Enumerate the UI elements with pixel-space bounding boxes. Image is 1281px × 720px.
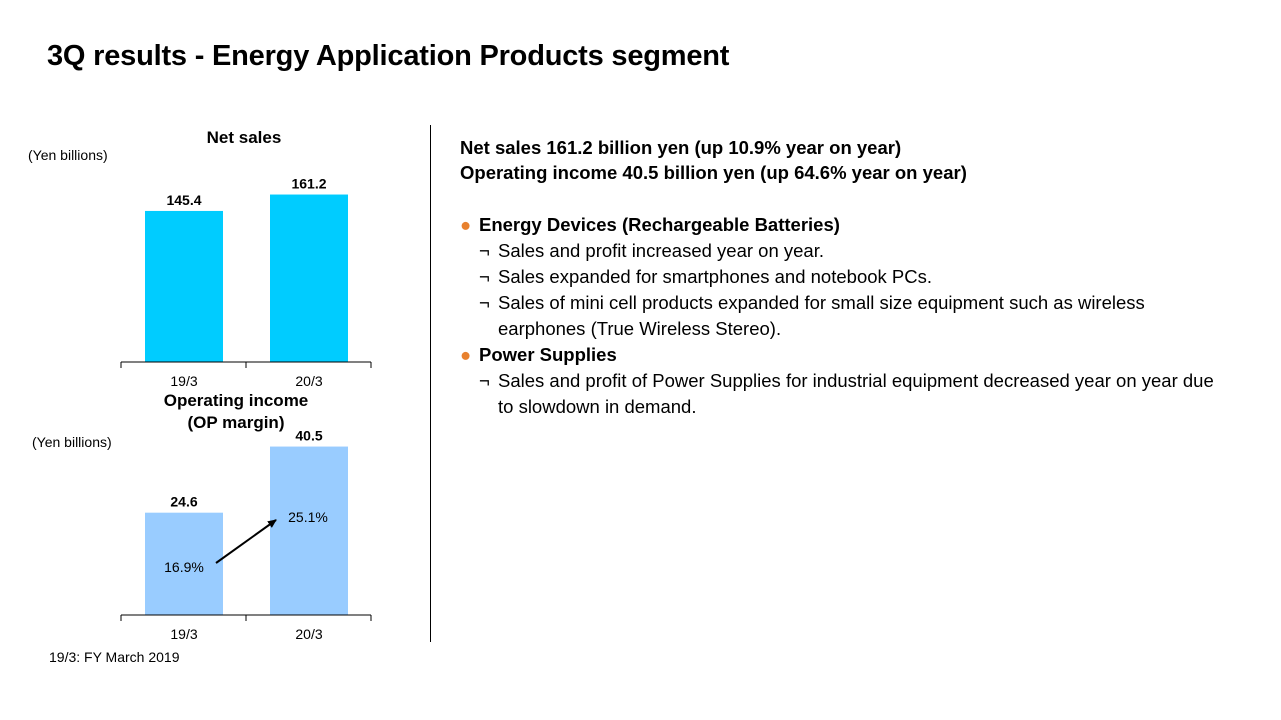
margin-trend-arrow (215, 519, 277, 564)
operating-income-chart-title-line2: (OP margin) (188, 413, 285, 432)
bullet-sub-item: ¬ Sales and profit increased year on year… (460, 238, 1250, 264)
bullet-sub-item-text: Sales expanded for smartphones and noteb… (498, 266, 933, 287)
operating-income-chart: Operating income (OP margin) (Yen billio… (32, 391, 372, 642)
net-sales-category-label: 20/3 (295, 373, 322, 389)
bullet-heading: ● Energy Devices (Rechargeable Batteries) (460, 212, 1250, 238)
bullet-heading-text: Power Supplies (479, 344, 617, 365)
not-sign-marker-icon: ¬ (479, 240, 490, 261)
not-sign-marker-icon: ¬ (479, 292, 490, 313)
not-sign-marker-icon: ¬ (479, 266, 490, 287)
net-sales-bar-20-3 (270, 194, 348, 362)
net-sales-chart: Net sales (Yen billions) 145.4 19/3 161.2 2… (28, 128, 372, 389)
operating-income-category-label: 19/3 (170, 626, 197, 642)
net-sales-bar-19-3 (145, 210, 223, 362)
bullet-sub-item-text: Sales and profit increased year on year. (498, 240, 824, 261)
net-sales-value-label: 145.4 (166, 192, 201, 208)
operating-income-bar-20-3 (270, 446, 348, 615)
net-sales-value-label: 161.2 (291, 176, 326, 192)
operating-income-chart-title-line1: Operating income (164, 391, 309, 410)
operating-income-y-unit: (Yen billions) (32, 434, 112, 450)
bullet-sub-item: ¬ Sales and profit of Power Supplies for … (460, 368, 1250, 420)
op-margin-label: 25.1% (288, 509, 328, 525)
bullet-heading-text: Energy Devices (Rechargeable Batteries) (479, 214, 840, 235)
op-margin-label: 16.9% (164, 559, 204, 575)
operating-income-category-label: 20/3 (295, 626, 322, 642)
bullet-sub-item-text: Sales and profit of Power Supplies for i… (498, 370, 1214, 417)
bullet-sub-item: ¬ Sales expanded for smartphones and note… (460, 264, 1250, 290)
bullet-list: ● Energy Devices (Rechargeable Batteries)… (460, 212, 1250, 420)
bullet-sub-item: ¬ Sales of mini cell products expanded fo… (460, 290, 1250, 342)
summary-panel: Net sales 161.2 billion yen (up 10.9% ye… (460, 135, 1250, 420)
bullet-heading: ● Power Supplies (460, 342, 1250, 368)
bullet-dot-icon: ● (460, 344, 472, 365)
operating-income-value-label: 40.5 (295, 428, 322, 444)
net-sales-chart-title: Net sales (207, 128, 282, 147)
vertical-divider (430, 125, 431, 642)
bullet-sub-item-text: Sales of mini cell products expanded for… (498, 292, 1145, 339)
footnote: 19/3: FY March 2019 (49, 649, 180, 665)
operating-income-value-label: 24.6 (170, 494, 197, 510)
operating-income-bar-19-3 (145, 512, 223, 615)
page-title: 3Q results - Energy Application Products… (47, 40, 730, 72)
net-sales-category-label: 19/3 (170, 373, 197, 389)
bullet-dot-icon: ● (460, 214, 472, 235)
not-sign-marker-icon: ¬ (479, 370, 490, 391)
summary-operating-income: Operating income 40.5 billion yen (up 64… (460, 162, 967, 183)
summary-net-sales: Net sales 161.2 billion yen (up 10.9% ye… (460, 137, 902, 158)
net-sales-y-unit: (Yen billions) (28, 147, 108, 163)
